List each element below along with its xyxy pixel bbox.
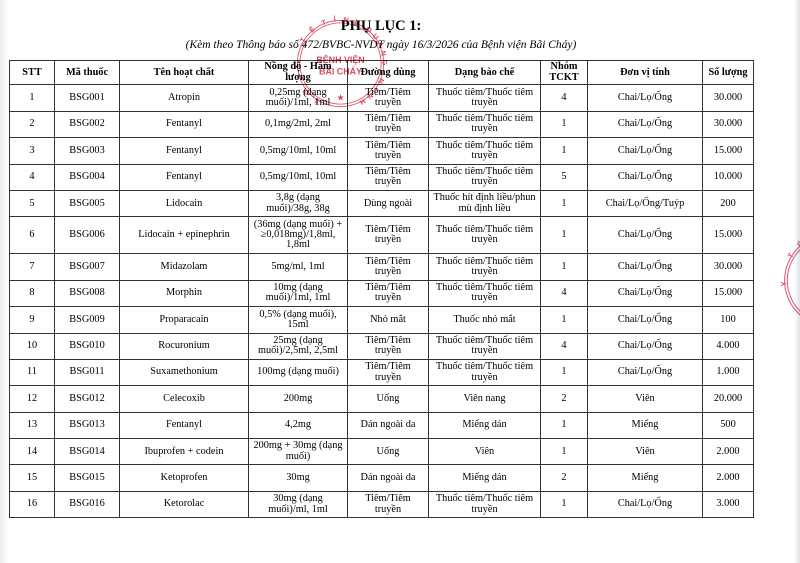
svg-text:H: H <box>353 19 360 27</box>
svg-text:BỆNH VIỆN: BỆNH VIỆN <box>316 54 364 65</box>
svg-text:T: T <box>300 36 309 44</box>
svg-text:Y: Y <box>779 281 788 287</box>
svg-text:Y: Y <box>294 64 301 69</box>
svg-text:S: S <box>313 96 321 105</box>
svg-text:Ở: Ở <box>301 87 312 97</box>
svg-text:N: N <box>376 77 384 84</box>
svg-text:★: ★ <box>337 92 345 102</box>
svg-text:N: N <box>379 50 387 57</box>
svg-text:Ế: Ế <box>307 24 317 35</box>
svg-text:Ế: Ế <box>795 239 800 250</box>
svg-text:Ỉ: Ỉ <box>333 15 336 24</box>
svg-text:G: G <box>380 60 387 66</box>
svg-text:H: H <box>358 97 366 106</box>
svg-text:I: I <box>372 86 379 92</box>
svg-text:BÃI CHÁY: BÃI CHÁY <box>319 66 362 76</box>
svg-text:N: N <box>343 17 349 25</box>
svg-text:T: T <box>321 19 328 27</box>
